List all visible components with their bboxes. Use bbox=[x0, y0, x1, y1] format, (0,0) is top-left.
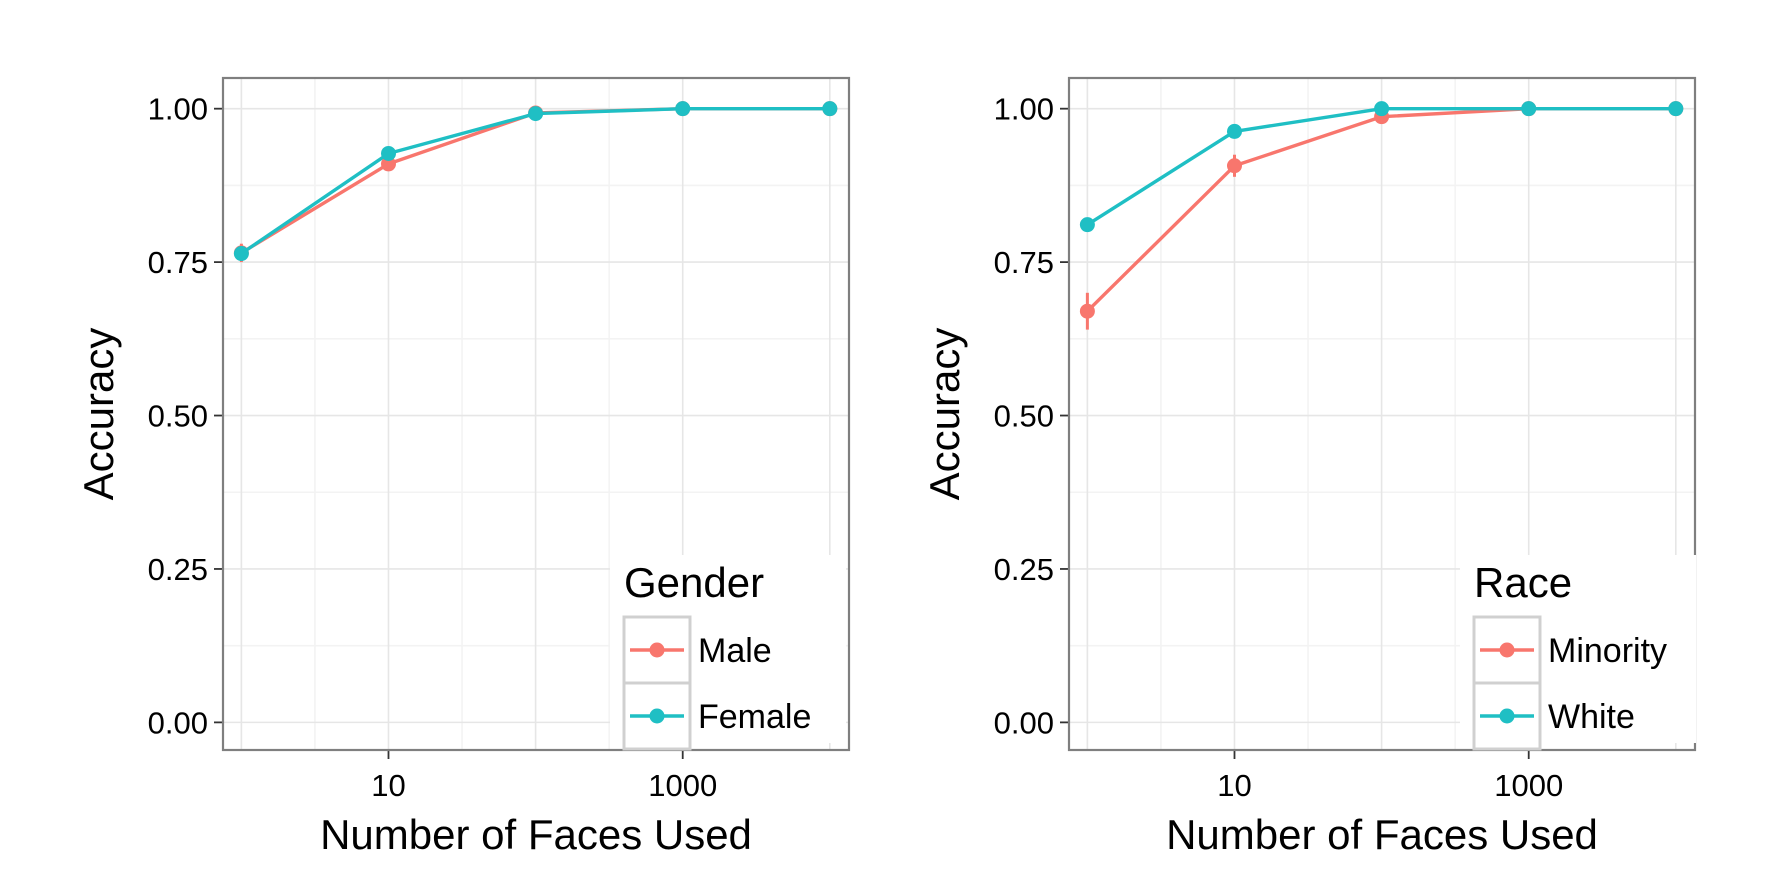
data-point bbox=[675, 101, 691, 117]
y-tick-label: 0.25 bbox=[994, 552, 1054, 587]
y-axis-title: Accuracy bbox=[75, 328, 122, 501]
chart-panel-2: 0.00 0.25 0.50 0.75 1.00 10 1000 Number of Face… bbox=[921, 76, 1697, 858]
legend: Gender Male Female bbox=[610, 555, 846, 751]
x-axis-title: Number of Faces Used bbox=[1166, 811, 1598, 858]
legend-key-point bbox=[649, 708, 665, 724]
y-tick-label: 0.50 bbox=[148, 399, 208, 434]
y-tick-label: 0.75 bbox=[148, 245, 208, 280]
legend-title: Race bbox=[1474, 559, 1572, 606]
x-tick-label: 1000 bbox=[648, 768, 717, 803]
chart-panel-1: 0.00 0.25 0.50 0.75 1.00 10 1000 Number of Face… bbox=[75, 76, 851, 858]
x-tick-label: 1000 bbox=[1494, 768, 1563, 803]
series-2 bbox=[233, 101, 838, 262]
legend-label: Female bbox=[698, 698, 811, 736]
data-point bbox=[380, 145, 396, 161]
plot-border bbox=[1067, 76, 1697, 752]
data-point bbox=[233, 246, 249, 262]
y-tick-label: 1.00 bbox=[994, 92, 1054, 127]
data-point bbox=[1668, 101, 1684, 117]
data-point bbox=[1079, 217, 1095, 233]
y-axis-title: Accuracy bbox=[921, 328, 968, 501]
data-point bbox=[1226, 123, 1242, 139]
legend-key-point bbox=[649, 642, 665, 658]
y-tick-label: 0.25 bbox=[148, 552, 208, 587]
legend: Race Minority White bbox=[1460, 555, 1696, 751]
series-2 bbox=[1079, 101, 1684, 233]
legend-key-point bbox=[1499, 708, 1515, 724]
legend-label: White bbox=[1548, 698, 1635, 736]
data-point bbox=[380, 156, 396, 172]
legend-title: Gender bbox=[624, 559, 764, 606]
legend-label: Male bbox=[698, 632, 772, 670]
y-tick-label: 0.00 bbox=[994, 705, 1054, 740]
data-point bbox=[822, 101, 838, 117]
data-point bbox=[1079, 303, 1095, 319]
data-point bbox=[528, 106, 544, 122]
x-tick-label: 10 bbox=[1217, 768, 1251, 803]
y-tick-label: 0.75 bbox=[994, 245, 1054, 280]
x-axis-title: Number of Faces Used bbox=[320, 811, 752, 858]
y-tick-label: 0.50 bbox=[994, 399, 1054, 434]
plot-border bbox=[221, 76, 851, 752]
y-tick-label: 1.00 bbox=[148, 92, 208, 127]
data-point bbox=[1226, 158, 1242, 174]
data-point bbox=[1521, 101, 1537, 117]
data-point bbox=[1374, 101, 1390, 117]
y-tick-label: 0.00 bbox=[148, 705, 208, 740]
legend-label: Minority bbox=[1548, 632, 1667, 670]
legend-key-point bbox=[1499, 642, 1515, 658]
x-tick-label: 10 bbox=[371, 768, 405, 803]
